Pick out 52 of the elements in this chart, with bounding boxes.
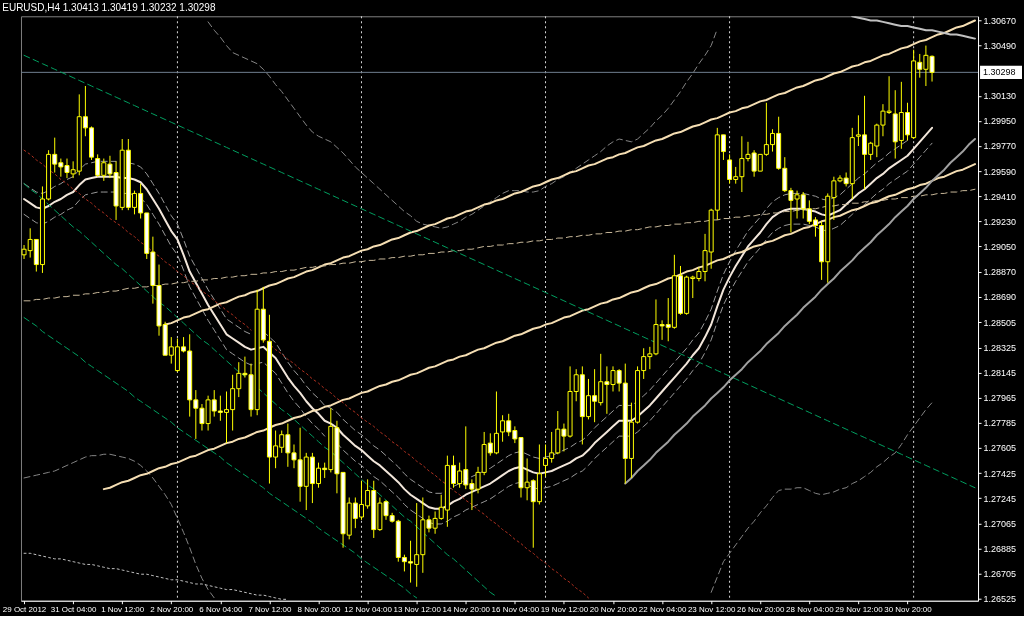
line-series xyxy=(851,16,976,40)
line-series xyxy=(207,21,718,229)
line-series xyxy=(164,19,976,326)
line-series xyxy=(624,138,976,485)
line-series xyxy=(23,317,418,599)
y-tick-label: 1.29770 xyxy=(983,141,1017,152)
y-tick-label: 1.29950 xyxy=(983,116,1017,127)
x-tick-label: 28 Nov 04:00 xyxy=(786,605,835,615)
x-tick-label: 2 Nov 20:00 xyxy=(150,605,194,615)
y-tick-label: 1.29230 xyxy=(983,216,1017,227)
x-tick-label: 20 Nov 20:00 xyxy=(589,605,638,615)
y-tick-label: 1.27065 xyxy=(983,518,1017,529)
y-tick-label: 1.28690 xyxy=(983,292,1017,303)
x-tick-label: 29 Nov 12:00 xyxy=(835,605,884,615)
y-tick-label: 1.27965 xyxy=(983,393,1017,404)
y-tick-label: 1.28870 xyxy=(983,267,1017,278)
y-tick-label: 1.26705 xyxy=(983,569,1017,580)
y-tick-label: 1.27425 xyxy=(983,468,1017,479)
y-tick-label: 1.27245 xyxy=(983,493,1017,504)
ref-line-label: 1.30298 xyxy=(983,67,1016,78)
y-tick-label: 1.26885 xyxy=(983,543,1017,554)
line-series xyxy=(102,163,976,491)
y-tick-label: 1.29590 xyxy=(983,166,1017,177)
x-tick-label: 16 Nov 04:00 xyxy=(491,605,540,615)
y-tick-label: 1.28325 xyxy=(983,343,1017,354)
y-tick-label: 1.28505 xyxy=(983,317,1017,328)
line-series xyxy=(23,54,976,489)
y-tick-label: 1.28145 xyxy=(983,368,1017,379)
y-tick-label: 1.29050 xyxy=(983,241,1017,252)
x-tick-label: 14 Nov 20:00 xyxy=(442,605,491,615)
x-tick-label: 1 Nov 12:00 xyxy=(101,605,145,615)
x-tick-label: 30 Nov 20:00 xyxy=(884,605,933,615)
y-tick-label: 1.30490 xyxy=(983,41,1017,52)
x-tick-label: 22 Nov 04:00 xyxy=(638,605,687,615)
x-tick-label: 19 Nov 12:00 xyxy=(540,605,589,615)
y-tick-label: 1.27605 xyxy=(983,443,1017,454)
x-tick-label: 7 Nov 12:00 xyxy=(248,605,293,615)
y-tick-label: 1.30670 xyxy=(983,15,1017,26)
x-tick-label: 12 Nov 04:00 xyxy=(344,605,393,615)
x-tick-label: 29 Oct 2012 xyxy=(2,605,47,615)
y-tick-label: 1.27785 xyxy=(983,418,1017,429)
x-tick-label: 13 Nov 12:00 xyxy=(393,605,442,615)
x-tick-label: 6 Nov 04:00 xyxy=(199,605,243,615)
x-tick-label: 8 Nov 20:00 xyxy=(297,605,342,615)
y-tick-label: 1.26525 xyxy=(983,594,1017,605)
x-tick-label: 26 Nov 20:00 xyxy=(737,605,786,615)
y-tick-label: 1.30130 xyxy=(983,91,1017,102)
y-tick-label: 1.29410 xyxy=(983,191,1017,202)
chart-title: EURUSD,H4 1.30413 1.30419 1.30232 1.30298 xyxy=(2,1,216,13)
line-series xyxy=(23,552,289,600)
x-tick-label: 23 Nov 12:00 xyxy=(687,605,736,615)
x-tick-label: 31 Oct 04:00 xyxy=(50,605,98,615)
